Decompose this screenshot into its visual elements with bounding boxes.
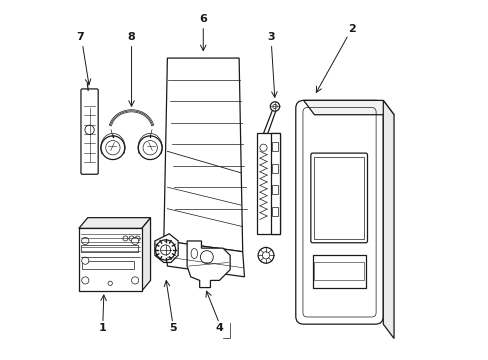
Circle shape	[262, 252, 269, 259]
Bar	[312, 255, 365, 288]
Bar	[314, 157, 363, 239]
Text: 5: 5	[169, 323, 176, 333]
Bar	[81, 245, 138, 252]
Circle shape	[81, 257, 89, 264]
Polygon shape	[142, 218, 150, 291]
Text: 3: 3	[267, 32, 275, 41]
Circle shape	[135, 236, 140, 241]
Polygon shape	[165, 241, 244, 277]
Bar	[257, 134, 280, 234]
Circle shape	[270, 102, 279, 111]
Circle shape	[160, 245, 170, 255]
Text: 4: 4	[215, 323, 223, 333]
FancyBboxPatch shape	[310, 153, 367, 243]
FancyBboxPatch shape	[81, 89, 98, 174]
Circle shape	[138, 136, 162, 159]
Circle shape	[131, 277, 139, 284]
Polygon shape	[303, 100, 393, 115]
Text: 2: 2	[347, 24, 355, 35]
Circle shape	[81, 237, 89, 244]
Bar	[272, 164, 278, 173]
Text: 7: 7	[77, 32, 84, 41]
Circle shape	[155, 240, 175, 260]
Circle shape	[260, 144, 266, 151]
Ellipse shape	[191, 248, 197, 258]
Polygon shape	[187, 241, 230, 288]
Circle shape	[81, 277, 89, 284]
Circle shape	[85, 125, 94, 134]
Circle shape	[200, 251, 213, 264]
Circle shape	[105, 140, 120, 155]
Bar	[81, 261, 133, 269]
Circle shape	[131, 237, 139, 244]
Polygon shape	[79, 218, 150, 228]
Circle shape	[101, 136, 124, 159]
Circle shape	[258, 247, 273, 263]
Text: 8: 8	[127, 32, 135, 41]
Text: 6: 6	[199, 14, 207, 24]
Bar	[272, 185, 278, 194]
Bar	[79, 228, 142, 291]
Polygon shape	[383, 100, 393, 338]
FancyBboxPatch shape	[295, 100, 383, 324]
Circle shape	[122, 236, 128, 241]
Circle shape	[272, 104, 277, 109]
Circle shape	[129, 236, 134, 241]
Circle shape	[142, 140, 157, 155]
Bar	[272, 142, 278, 151]
Polygon shape	[163, 58, 242, 252]
Circle shape	[108, 281, 112, 285]
Bar	[314, 262, 363, 280]
Polygon shape	[155, 234, 178, 262]
Text: 1: 1	[99, 323, 106, 333]
Bar	[271, 134, 280, 234]
Polygon shape	[263, 108, 276, 134]
Bar	[272, 207, 278, 216]
